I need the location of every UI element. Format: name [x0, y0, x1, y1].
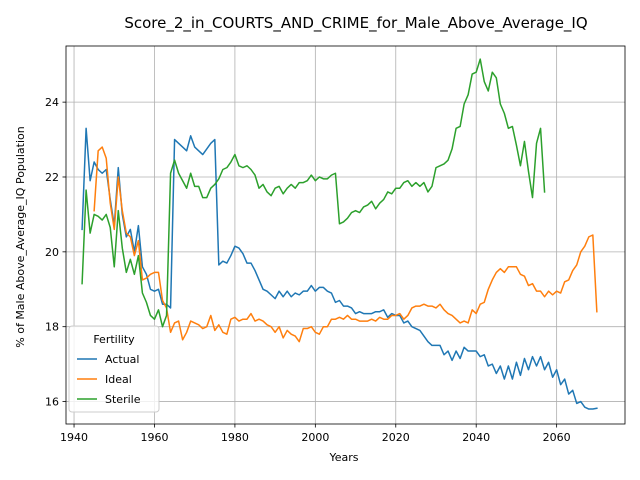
y-tick-label: 24: [45, 96, 59, 109]
x-tick-label: 1960: [140, 431, 168, 444]
legend-label-ideal: Ideal: [105, 373, 132, 386]
y-tick-label: 16: [45, 396, 59, 409]
legend-label-actual: Actual: [105, 353, 139, 366]
legend-title: Fertility: [93, 333, 135, 346]
x-tick-label: 2060: [543, 431, 571, 444]
x-tick-label: 2000: [301, 431, 329, 444]
y-tick-label: 20: [45, 246, 59, 259]
legend-label-sterile: Sterile: [105, 393, 141, 406]
x-tick-label: 1980: [221, 431, 249, 444]
x-axis-label: Years: [328, 451, 358, 464]
x-tick-label: 2040: [462, 431, 490, 444]
y-axis-label: % of Male Above_Average_IQ Population: [14, 126, 27, 348]
x-tick-label: 1940: [60, 431, 88, 444]
chart-title: Score_2_in_COURTS_AND_CRIME_for_Male_Abo…: [124, 14, 587, 33]
y-tick-label: 22: [45, 171, 59, 184]
y-tick-label: 18: [45, 321, 59, 334]
legend: Fertility Actual Ideal Sterile: [69, 326, 159, 412]
x-tick-label: 2020: [382, 431, 410, 444]
